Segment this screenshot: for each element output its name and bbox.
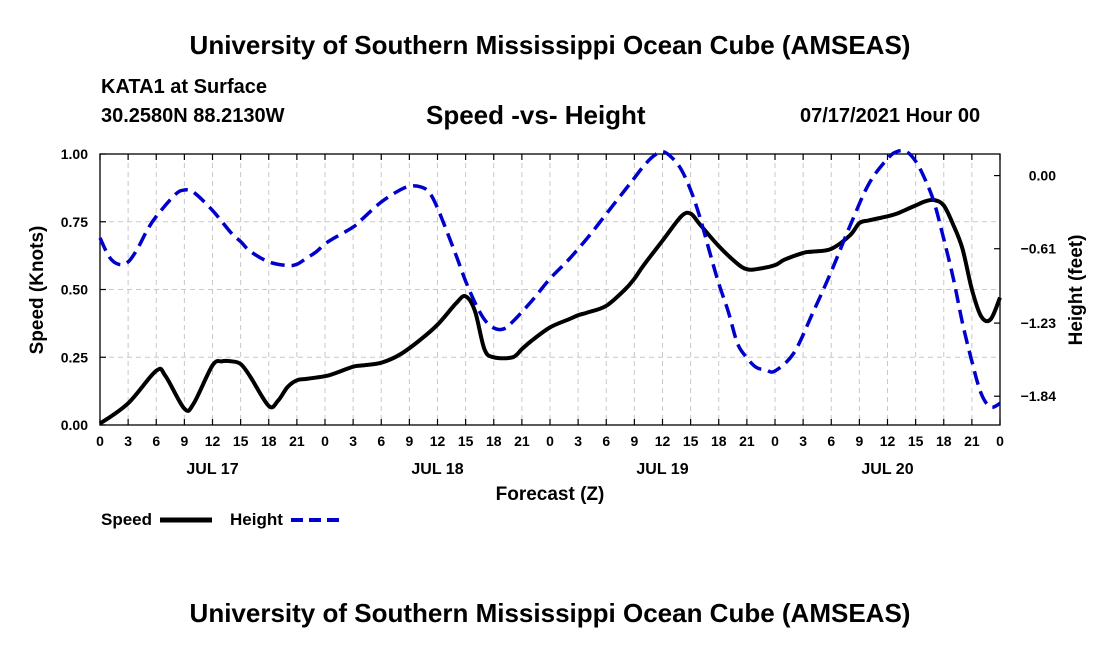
x-tick-label: 3 [574, 433, 582, 449]
x-day-label: JUL 20 [861, 461, 913, 478]
x-axis-label: Forecast (Z) [496, 484, 605, 505]
y-tick-label-right: 0.00 [1029, 168, 1056, 184]
legend-label-height: Height [230, 510, 283, 529]
x-tick-label: 9 [405, 433, 413, 449]
x-tick-label: 9 [855, 433, 863, 449]
x-tick-label: 15 [908, 433, 924, 449]
y-tick-label-left: 0.50 [61, 282, 88, 298]
chart-legend: Speed Height [101, 510, 342, 529]
x-tick-label: 12 [880, 433, 896, 449]
x-tick-label: 6 [377, 433, 385, 449]
x-tick-label: 12 [655, 433, 671, 449]
series-line-height [98, 148, 1001, 410]
x-tick-label: 9 [180, 433, 188, 449]
y-tick-label-right: −1.84 [1021, 388, 1057, 404]
x-tick-label: 18 [486, 433, 502, 449]
y-tick-label-left: 0.25 [61, 349, 88, 365]
y-axis-label-left: Speed (Knots) [27, 226, 48, 355]
x-tick-label: 15 [458, 433, 474, 449]
legend-label-speed: Speed [101, 510, 152, 529]
x-tick-label: 15 [683, 433, 699, 449]
x-tick-label: 18 [261, 433, 277, 449]
x-tick-label: 3 [799, 433, 807, 449]
x-tick-label: 6 [827, 433, 835, 449]
y-tick-label-right: −1.23 [1021, 315, 1057, 331]
x-tick-label: 12 [430, 433, 446, 449]
x-day-label: JUL 17 [186, 461, 238, 478]
station-label: KATA1 at Surface [101, 76, 267, 98]
x-tick-label: 21 [739, 433, 755, 449]
x-tick-label: 12 [205, 433, 221, 449]
x-tick-label: 0 [96, 433, 104, 449]
x-tick-label: 3 [124, 433, 132, 449]
x-tick-label: 21 [289, 433, 305, 449]
x-tick-label: 0 [546, 433, 554, 449]
x-tick-label: 18 [936, 433, 952, 449]
y-tick-label-left: 1.00 [61, 146, 88, 162]
y-tick-label-left: 0.75 [61, 214, 88, 230]
x-day-label: JUL 18 [411, 461, 463, 478]
page-title: University of Southern Mississippi Ocean… [189, 30, 911, 60]
x-tick-label: 18 [711, 433, 727, 449]
x-tick-label: 3 [349, 433, 357, 449]
y-tick-label-left: 0.00 [61, 417, 88, 433]
x-tick-label: 0 [996, 433, 1004, 449]
x-tick-label: 6 [602, 433, 610, 449]
x-day-label: JUL 19 [636, 461, 688, 478]
chart-subtitle: Speed -vs- Height [426, 100, 646, 130]
x-tick-label: 21 [964, 433, 980, 449]
x-tick-label: 9 [630, 433, 638, 449]
forecast-datetime: 07/17/2021 Hour 00 [800, 105, 981, 127]
x-tick-label: 6 [152, 433, 160, 449]
x-tick-label: 0 [321, 433, 329, 449]
station-coordinates: 30.2580N 88.2130W [101, 105, 285, 127]
series-line-speed [98, 197, 1002, 426]
x-tick-label: 21 [514, 433, 530, 449]
footer-title: University of Southern Mississippi Ocean… [189, 598, 911, 628]
y-axis-label-right: Height (feet) [1066, 235, 1087, 346]
y-tick-label-right: −0.61 [1021, 241, 1057, 257]
x-tick-label: 15 [233, 433, 249, 449]
x-tick-label: 0 [771, 433, 779, 449]
